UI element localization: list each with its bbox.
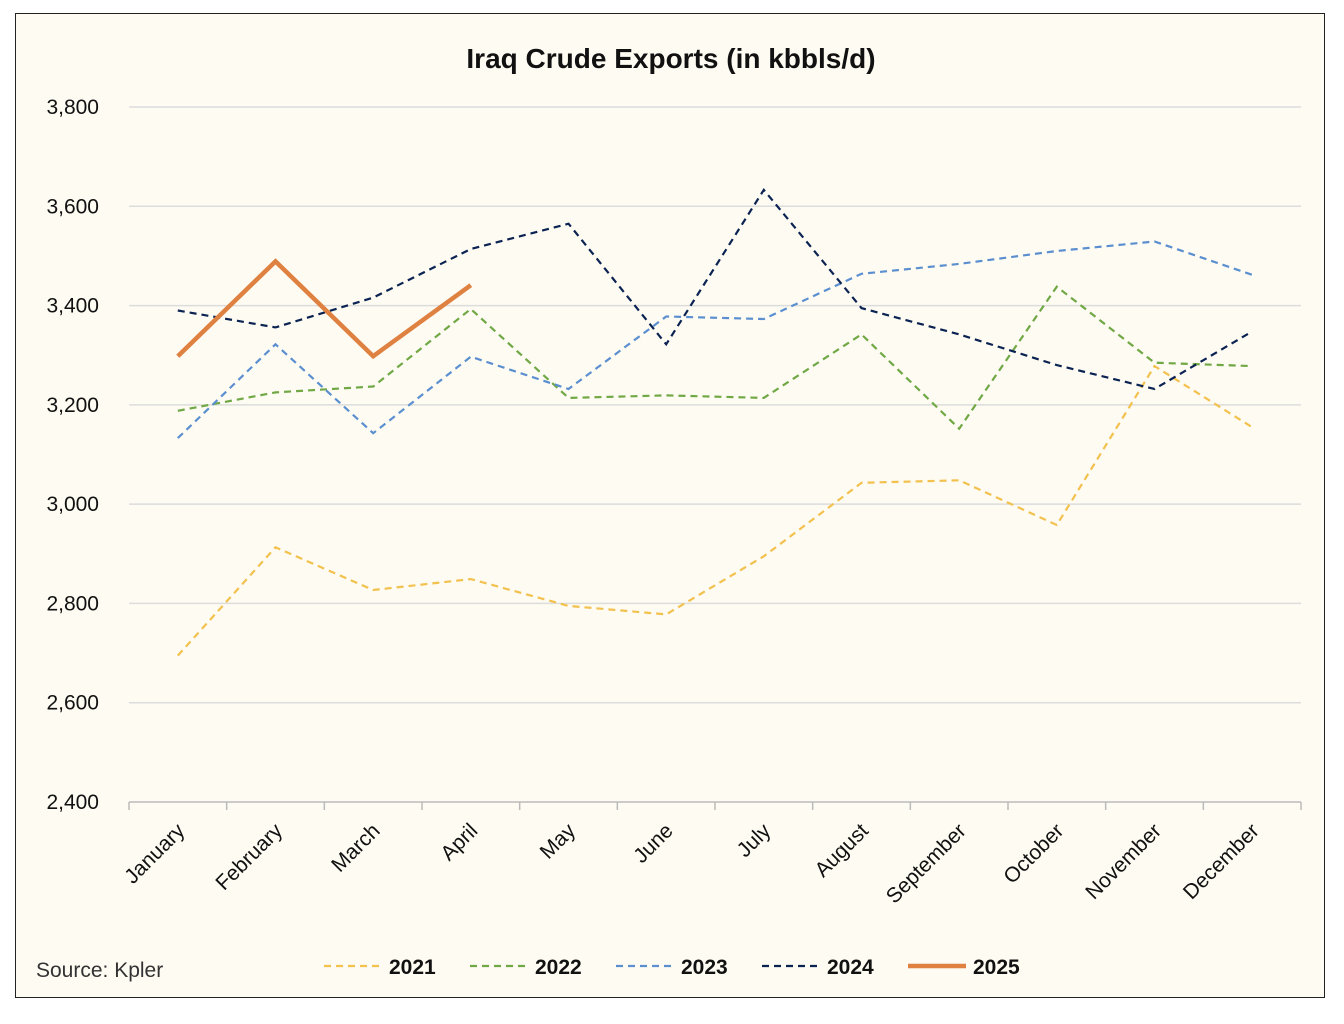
series-lines (176, 188, 1253, 657)
chart-frame: Iraq Crude Exports (in kbbls/d) 2,400 2,6… (15, 13, 1325, 998)
legend-label-2025: 2025 (973, 956, 1020, 979)
x-tick-label: June (629, 819, 677, 867)
y-tick-label: 3,000 (46, 493, 99, 516)
legend: 2021 2022 2023 2024 2025 (324, 956, 1020, 979)
y-axis: 2,400 2,600 2,800 3,000 3,200 3,400 3,600 3,800 (46, 96, 99, 814)
y-tick-label: 2,400 (46, 791, 99, 814)
x-tick-label: July (733, 819, 776, 862)
x-tick-label: January (120, 819, 189, 888)
y-tick-label: 3,600 (46, 195, 99, 218)
x-tick-label: September (882, 819, 971, 908)
gridlines (129, 106, 1301, 704)
x-tick-label: October (999, 819, 1068, 888)
x-tick-label: February (211, 819, 287, 895)
x-tick-label: March (327, 819, 385, 877)
series-line-2021 (176, 364, 1253, 657)
series-line-2023 (177, 240, 1253, 439)
series-line-2025 (176, 258, 473, 360)
y-tick-label: 3,400 (46, 295, 99, 318)
chart-title: Iraq Crude Exports (in kbbls/d) (466, 43, 875, 74)
y-tick-label: 3,800 (46, 96, 99, 119)
y-tick-label: 3,200 (46, 394, 99, 417)
y-tick-label: 2,600 (46, 692, 99, 715)
x-tick-label: May (536, 819, 581, 864)
x-tick-label: April (436, 819, 482, 865)
x-tick-label: December (1179, 819, 1264, 904)
source-note: Source: Kpler (36, 959, 163, 982)
x-axis (128, 801, 1302, 810)
legend-label-2023: 2023 (681, 956, 728, 979)
x-axis-labels: January February March April May June July Augu… (120, 819, 1263, 908)
x-tick-label: November (1081, 819, 1166, 904)
legend-label-2024: 2024 (827, 956, 874, 979)
chart-svg: Iraq Crude Exports (in kbbls/d) 2,400 2,6… (36, 43, 1302, 982)
series-line-2024 (177, 188, 1253, 391)
y-tick-label: 2,800 (46, 592, 99, 615)
legend-label-2021: 2021 (389, 956, 436, 979)
series-line-2022 (177, 285, 1253, 431)
x-tick-label: August (811, 819, 874, 882)
legend-label-2022: 2022 (535, 956, 582, 979)
